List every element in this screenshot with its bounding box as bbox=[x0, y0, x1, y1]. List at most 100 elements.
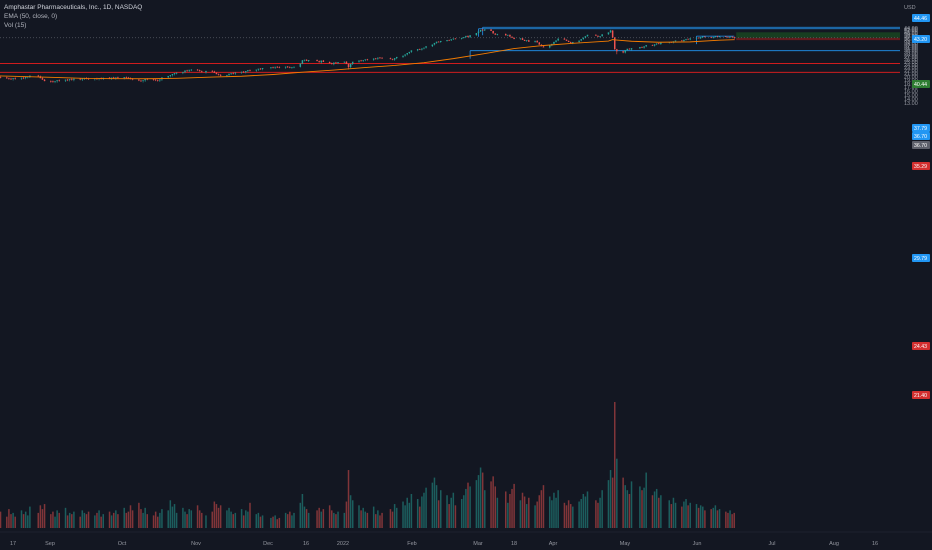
volume-bar bbox=[39, 505, 42, 528]
volume-bar bbox=[425, 487, 427, 528]
price-tag-line: 36.70 bbox=[912, 132, 930, 140]
candle-body bbox=[234, 72, 237, 74]
volume-bar bbox=[431, 482, 434, 528]
candle-body bbox=[255, 69, 258, 71]
candle-body bbox=[687, 38, 689, 40]
volume-bar bbox=[100, 516, 102, 528]
candle-body bbox=[697, 37, 700, 39]
volume-bar bbox=[578, 501, 580, 528]
volume-bar bbox=[423, 492, 425, 528]
volume-bar bbox=[228, 507, 230, 528]
volume-bar bbox=[513, 483, 515, 528]
candle-body bbox=[479, 29, 482, 32]
volume-bar bbox=[270, 517, 272, 528]
candle-body bbox=[507, 34, 509, 36]
volume-bar bbox=[729, 510, 731, 528]
candle-body bbox=[37, 75, 40, 77]
volume-bar bbox=[108, 511, 111, 528]
candle-body bbox=[460, 37, 463, 39]
candle-body bbox=[157, 80, 159, 81]
volume-bar bbox=[289, 511, 291, 528]
price-tag-text: 36.70 bbox=[914, 143, 927, 149]
axis-currency-label: USD bbox=[904, 5, 916, 11]
candle-body bbox=[79, 78, 81, 80]
volume-bar bbox=[110, 515, 113, 528]
candle-body bbox=[725, 36, 727, 38]
volume-bar bbox=[683, 501, 685, 528]
candle-body bbox=[549, 45, 551, 48]
volume-bar bbox=[232, 514, 234, 528]
volume-bar bbox=[81, 510, 84, 528]
candle-body bbox=[433, 42, 436, 45]
volume-bar bbox=[215, 504, 218, 528]
volume-bar bbox=[154, 511, 157, 528]
volume-bar bbox=[343, 512, 346, 528]
candle-body bbox=[542, 46, 545, 48]
time-axis[interactable]: 17 Sep Oct Nov Dec 16 2022 Feb Mar 18 Apr May Jun Jul… bbox=[0, 531, 932, 547]
volume-indicator-label[interactable]: Vol (15) bbox=[4, 22, 27, 29]
volume-bar bbox=[507, 502, 509, 528]
x-tick-label: Jun bbox=[693, 541, 702, 547]
volume-bars bbox=[0, 402, 735, 528]
price-tag-text: 44.46 bbox=[914, 16, 927, 22]
candle-body bbox=[628, 48, 631, 50]
price-tag-current: 36.70 bbox=[912, 141, 930, 149]
candle-body bbox=[331, 63, 333, 65]
volume-bar bbox=[567, 500, 570, 528]
volume-bar bbox=[157, 516, 159, 528]
volume-bar bbox=[50, 514, 52, 528]
candle-body bbox=[211, 70, 214, 72]
volume-bar bbox=[242, 515, 245, 528]
candle-body bbox=[56, 80, 58, 82]
candle-body bbox=[349, 63, 352, 68]
y-tick-label: 22.00 bbox=[904, 68, 918, 74]
volume-bar bbox=[115, 510, 117, 528]
price-tag-level: 24.43 bbox=[912, 342, 930, 350]
volume-bar bbox=[301, 493, 304, 528]
candle-body bbox=[481, 29, 484, 31]
y-tick-label: 25.00 bbox=[904, 60, 918, 66]
volume-bar bbox=[257, 512, 260, 528]
volume-bar bbox=[586, 491, 589, 528]
target-zone[interactable] bbox=[736, 32, 900, 38]
candle-body bbox=[408, 51, 411, 53]
y-tick-label: 21.00 bbox=[904, 72, 918, 78]
candle-body bbox=[729, 36, 731, 38]
volume-bar bbox=[169, 500, 172, 528]
candle-body bbox=[565, 39, 568, 41]
price-tag-background bbox=[912, 342, 930, 350]
volume-bar bbox=[406, 497, 408, 528]
candle-body bbox=[232, 73, 234, 74]
stop-zone[interactable] bbox=[736, 37, 900, 41]
volume-bar bbox=[211, 511, 214, 528]
candle-body bbox=[651, 45, 654, 46]
y-tick-label: 39.00 bbox=[904, 32, 918, 38]
candle-body bbox=[653, 44, 656, 46]
candle-body bbox=[641, 47, 643, 48]
candle-body bbox=[201, 71, 203, 73]
price-tag-background bbox=[912, 124, 930, 132]
volume-bar bbox=[630, 481, 633, 528]
candle-body bbox=[249, 70, 251, 71]
volume-bar bbox=[22, 514, 25, 528]
candle-body bbox=[173, 73, 176, 74]
candle-body bbox=[272, 67, 274, 68]
volume-bar bbox=[98, 510, 100, 528]
volume-bar bbox=[553, 492, 555, 528]
ema-indicator-label[interactable]: EMA (50, close, 0) bbox=[4, 13, 58, 20]
y-tick-label: 32.00 bbox=[904, 44, 918, 50]
candle-body bbox=[381, 57, 383, 59]
volume-bar bbox=[278, 517, 281, 528]
candle-body bbox=[64, 79, 67, 81]
volume-bar bbox=[479, 467, 482, 528]
volume-bar bbox=[655, 488, 658, 528]
candle-body bbox=[509, 34, 511, 37]
volume-bar bbox=[712, 507, 715, 528]
candle-body bbox=[205, 70, 207, 73]
volume-bar bbox=[639, 486, 641, 528]
y-tick-label: 19.00 bbox=[904, 78, 918, 84]
price-axis[interactable]: USD 44.0043.0042.0041.0040.0039.0038.0037… bbox=[904, 5, 918, 107]
volume-bar bbox=[349, 495, 352, 528]
volume-bar bbox=[182, 507, 184, 528]
